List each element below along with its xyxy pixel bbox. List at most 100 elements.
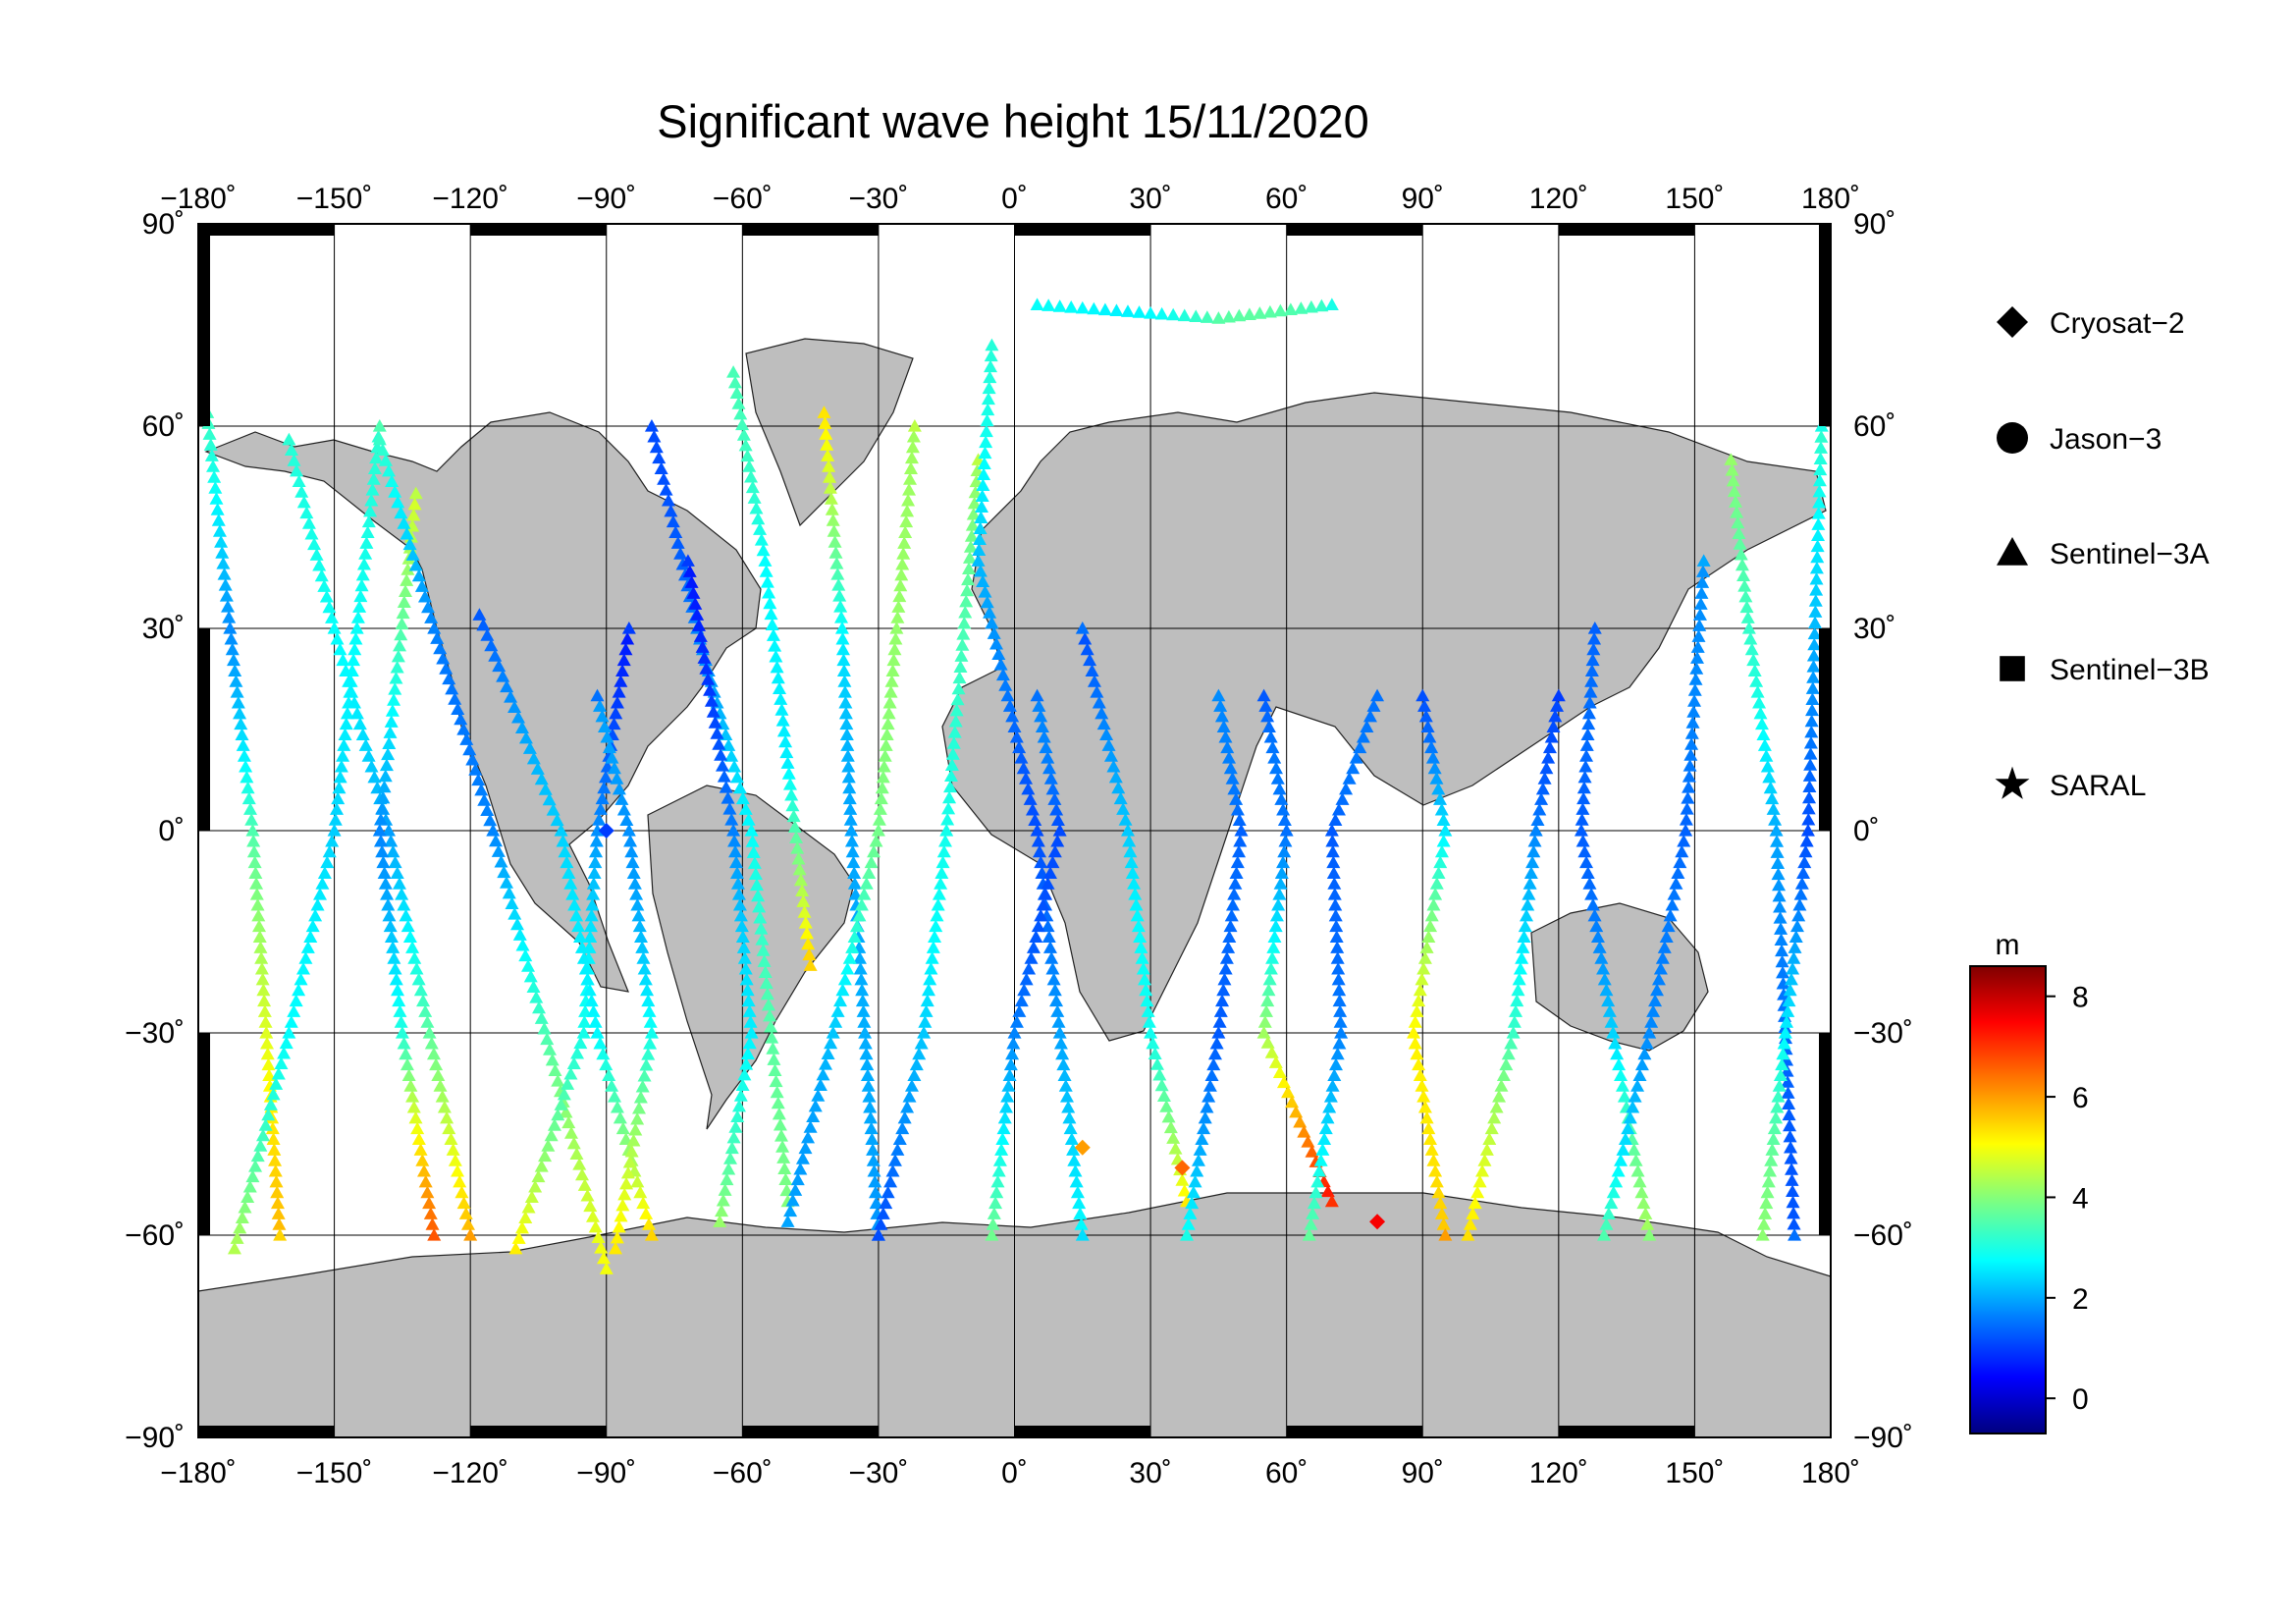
track-point bbox=[575, 1167, 590, 1181]
track-point bbox=[1675, 844, 1689, 858]
track-point bbox=[636, 951, 651, 964]
track-point bbox=[879, 738, 893, 751]
track-point bbox=[1211, 688, 1226, 702]
track-point bbox=[240, 1190, 255, 1204]
track-point bbox=[625, 855, 640, 869]
track-point bbox=[209, 492, 224, 505]
track-point bbox=[566, 1056, 581, 1069]
track-point bbox=[610, 1100, 624, 1113]
track-point bbox=[1627, 1143, 1641, 1156]
track-point bbox=[261, 1057, 276, 1071]
track-point bbox=[269, 1077, 284, 1090]
track-point bbox=[782, 778, 797, 790]
track-point bbox=[402, 537, 417, 551]
track-point bbox=[740, 1047, 755, 1059]
track-point bbox=[1487, 1110, 1502, 1124]
track-point bbox=[1733, 537, 1747, 550]
track-point bbox=[695, 640, 710, 653]
track-14 bbox=[971, 338, 1090, 1241]
track-point bbox=[590, 688, 605, 702]
track-point bbox=[837, 685, 852, 698]
track-point bbox=[1798, 844, 1813, 858]
track-point bbox=[1426, 897, 1441, 911]
track-point bbox=[1811, 507, 1826, 519]
track-point bbox=[1190, 1163, 1204, 1177]
track-point bbox=[1413, 983, 1427, 997]
track-point bbox=[1535, 782, 1550, 795]
track-point bbox=[217, 568, 232, 580]
track-point bbox=[973, 521, 988, 534]
track-point bbox=[394, 506, 408, 519]
track-point bbox=[390, 660, 404, 674]
track-point bbox=[1610, 1047, 1625, 1060]
track-point bbox=[369, 451, 384, 464]
track-point bbox=[1424, 908, 1439, 922]
track-point bbox=[1422, 730, 1437, 743]
x-tick-label-bottom-5: −30˚ bbox=[848, 1457, 908, 1489]
track-point bbox=[420, 1015, 435, 1028]
track-point bbox=[1216, 983, 1231, 997]
track-point bbox=[1211, 311, 1226, 324]
track-point bbox=[1140, 994, 1154, 1007]
track-point bbox=[1539, 761, 1554, 775]
track-point bbox=[841, 770, 856, 784]
track-point bbox=[1466, 1207, 1480, 1219]
track-point bbox=[590, 824, 605, 837]
track-point bbox=[456, 723, 471, 735]
track-point bbox=[893, 578, 908, 592]
track-point bbox=[304, 526, 319, 540]
track-point bbox=[418, 1174, 433, 1188]
track-point bbox=[1523, 866, 1538, 879]
track-point bbox=[1522, 877, 1537, 890]
track-point bbox=[1412, 1057, 1426, 1071]
track-point bbox=[791, 851, 806, 865]
track-point bbox=[1041, 877, 1055, 890]
track-point bbox=[378, 877, 393, 890]
track-point bbox=[989, 636, 1004, 650]
star-icon bbox=[1995, 766, 2030, 799]
track-point bbox=[991, 1163, 1006, 1177]
track-point bbox=[1694, 586, 1709, 599]
track-point bbox=[433, 641, 448, 655]
track-point bbox=[801, 937, 816, 950]
track-point bbox=[1204, 1068, 1219, 1081]
track-point bbox=[766, 628, 780, 641]
track-point bbox=[422, 1196, 437, 1210]
track-point bbox=[1771, 867, 1786, 881]
track-point bbox=[1590, 930, 1605, 944]
track-point bbox=[265, 1121, 280, 1135]
track-point bbox=[561, 866, 576, 879]
track-point bbox=[1294, 301, 1308, 314]
track-point bbox=[472, 608, 487, 621]
track-point bbox=[593, 1036, 608, 1050]
track-point bbox=[366, 472, 381, 485]
track-point bbox=[727, 834, 742, 847]
track-point bbox=[1062, 1110, 1077, 1124]
track-point bbox=[1684, 737, 1699, 750]
track-point bbox=[903, 461, 918, 474]
point-series-0 bbox=[598, 823, 1386, 1230]
border-segment-bottom-8 bbox=[1286, 1426, 1423, 1437]
track-point bbox=[614, 675, 628, 687]
track-point bbox=[399, 584, 413, 597]
track-point bbox=[1281, 1085, 1296, 1099]
track-point bbox=[988, 1196, 1003, 1210]
track-point bbox=[1602, 1004, 1617, 1017]
track-point bbox=[956, 627, 971, 640]
track-point bbox=[967, 496, 982, 510]
track-point bbox=[1589, 919, 1604, 933]
track-point bbox=[734, 919, 749, 933]
track-point bbox=[1671, 866, 1685, 879]
track-point bbox=[1438, 824, 1453, 837]
track-point bbox=[268, 1163, 283, 1177]
track-point bbox=[210, 503, 225, 515]
track-point bbox=[399, 908, 413, 922]
track-point bbox=[338, 728, 352, 741]
track-point bbox=[1525, 855, 1540, 869]
track-20 bbox=[1407, 688, 1453, 1241]
track-point bbox=[828, 1015, 843, 1028]
track-point bbox=[523, 969, 538, 983]
x-tick-label-top-12: 180˚ bbox=[1801, 183, 1860, 215]
track-point bbox=[845, 844, 860, 858]
track-point bbox=[410, 1121, 425, 1135]
